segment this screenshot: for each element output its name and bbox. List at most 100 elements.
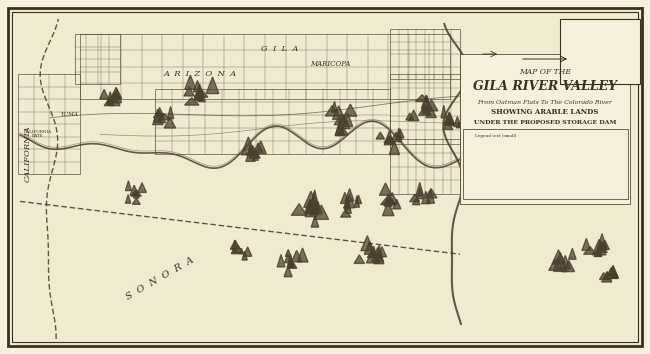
Polygon shape	[370, 246, 377, 257]
Polygon shape	[589, 57, 595, 67]
Polygon shape	[306, 200, 317, 217]
Polygon shape	[595, 247, 602, 256]
Polygon shape	[376, 132, 385, 139]
Polygon shape	[125, 181, 131, 190]
Bar	[18, 74, 80, 174]
Polygon shape	[326, 105, 339, 116]
Polygon shape	[344, 104, 357, 116]
Polygon shape	[603, 56, 609, 61]
Polygon shape	[556, 253, 565, 263]
Polygon shape	[304, 191, 318, 207]
Polygon shape	[381, 197, 393, 205]
Bar	[390, 29, 460, 79]
Polygon shape	[389, 141, 400, 154]
Polygon shape	[604, 47, 612, 57]
Polygon shape	[582, 239, 591, 250]
Polygon shape	[549, 259, 561, 270]
Polygon shape	[287, 255, 293, 267]
Polygon shape	[239, 248, 244, 254]
Polygon shape	[354, 255, 365, 263]
Polygon shape	[285, 250, 291, 256]
Polygon shape	[130, 185, 138, 195]
Polygon shape	[314, 205, 329, 219]
Polygon shape	[592, 239, 606, 255]
Polygon shape	[311, 216, 318, 227]
Polygon shape	[338, 114, 350, 129]
Polygon shape	[562, 264, 567, 272]
Polygon shape	[580, 53, 592, 67]
Polygon shape	[387, 193, 398, 204]
Polygon shape	[153, 110, 164, 118]
Text: S  O  N  O  R  A: S O N O R A	[125, 256, 196, 302]
Polygon shape	[125, 195, 131, 203]
Polygon shape	[356, 195, 361, 204]
Polygon shape	[297, 248, 308, 262]
Text: SHOWING ARABLE LANDS: SHOWING ARABLE LANDS	[491, 108, 599, 116]
Polygon shape	[582, 60, 592, 67]
Polygon shape	[406, 113, 413, 120]
Polygon shape	[196, 86, 203, 99]
Polygon shape	[164, 117, 176, 128]
Bar	[80, 34, 450, 99]
Polygon shape	[445, 114, 454, 126]
Text: MARICOPA: MARICOPA	[310, 60, 350, 68]
Polygon shape	[382, 201, 394, 216]
Polygon shape	[159, 114, 170, 120]
Bar	[390, 139, 460, 194]
Polygon shape	[159, 116, 166, 123]
Polygon shape	[284, 255, 292, 263]
Polygon shape	[596, 244, 607, 252]
Polygon shape	[584, 247, 597, 254]
Polygon shape	[155, 108, 164, 116]
Polygon shape	[415, 95, 428, 102]
Polygon shape	[372, 247, 383, 262]
Polygon shape	[607, 267, 619, 278]
Text: GILA RIVER VALLEY: GILA RIVER VALLEY	[473, 80, 617, 93]
Polygon shape	[422, 96, 432, 111]
Polygon shape	[185, 98, 199, 105]
Polygon shape	[133, 198, 140, 204]
Polygon shape	[309, 202, 318, 215]
Polygon shape	[131, 189, 141, 196]
Polygon shape	[335, 119, 345, 136]
Polygon shape	[194, 90, 203, 100]
Polygon shape	[383, 197, 395, 205]
Polygon shape	[194, 89, 208, 97]
Polygon shape	[108, 96, 113, 103]
Polygon shape	[291, 250, 302, 262]
Polygon shape	[288, 257, 294, 267]
Polygon shape	[113, 93, 120, 99]
Text: From Oatman Flats To The Colorado River: From Oatman Flats To The Colorado River	[478, 99, 612, 104]
Polygon shape	[291, 204, 307, 215]
Polygon shape	[597, 234, 607, 250]
Polygon shape	[385, 131, 394, 143]
Polygon shape	[138, 183, 146, 193]
Polygon shape	[444, 112, 454, 124]
Polygon shape	[393, 199, 401, 209]
Polygon shape	[416, 182, 424, 196]
Polygon shape	[592, 58, 602, 66]
Polygon shape	[284, 266, 292, 277]
Polygon shape	[232, 240, 237, 250]
Polygon shape	[99, 89, 109, 99]
Polygon shape	[410, 194, 420, 202]
Text: A  R  I  Z  O  N  A: A R I Z O N A	[163, 70, 237, 78]
Polygon shape	[569, 248, 576, 259]
Polygon shape	[364, 242, 375, 254]
Polygon shape	[422, 192, 430, 204]
Polygon shape	[361, 236, 374, 251]
Polygon shape	[241, 148, 248, 155]
Polygon shape	[376, 245, 383, 258]
Polygon shape	[341, 192, 349, 204]
Polygon shape	[310, 190, 319, 208]
Polygon shape	[310, 195, 318, 213]
Polygon shape	[384, 138, 394, 145]
Text: CALIFORNIA
DATE: CALIFORNIA DATE	[24, 130, 52, 138]
Polygon shape	[167, 107, 174, 119]
Polygon shape	[603, 272, 611, 280]
Polygon shape	[593, 48, 606, 61]
Text: YUMA: YUMA	[61, 112, 79, 116]
Polygon shape	[602, 272, 612, 282]
Polygon shape	[154, 109, 161, 122]
Polygon shape	[345, 200, 351, 213]
